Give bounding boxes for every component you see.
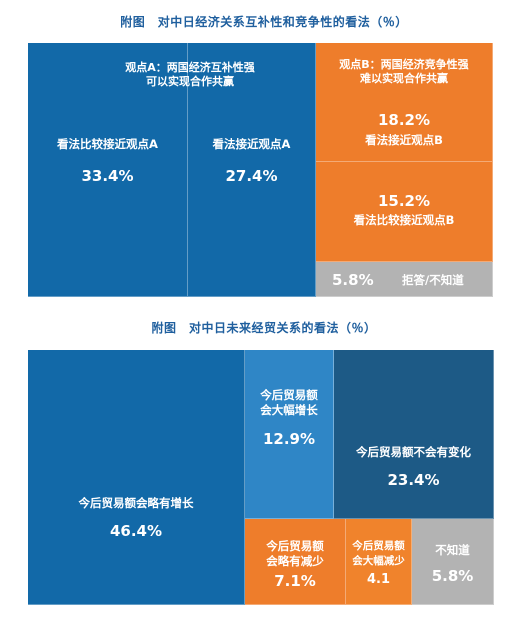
tile-label-block: 今后贸易额 会大幅减少: [346, 539, 411, 569]
tile-no-change: 今后贸易额不会有变化 23.4%: [334, 350, 494, 519]
tile-value: 12.9%: [262, 430, 316, 448]
tile-refused: 5.8% 拒答/不知道: [316, 262, 493, 297]
tile-value: 7.1%: [274, 572, 316, 590]
tile-label: 看法比较接近观点A: [57, 137, 158, 151]
tile-slight-decrease: 今后贸易额 会略有减少 7.1%: [245, 519, 346, 605]
tile-label: 今后贸易额会略有增长: [78, 496, 194, 510]
tile-value: 5.8%: [431, 567, 474, 585]
tile-label-line: 今后贸易额: [266, 539, 324, 553]
tile-agree-a-somewhat: 看法比较接近观点A 33.4%: [28, 43, 188, 297]
tile-unknown: 不知道 5.8%: [412, 519, 494, 605]
tile-value: 23.4%: [387, 471, 440, 489]
note-line: 可以实现合作共赢: [146, 75, 234, 88]
tile-label: 看法比较接近观点B: [353, 213, 455, 227]
tile-label-block: 今后贸易额 会略有减少: [245, 539, 345, 569]
tile-value: 33.4%: [81, 167, 134, 185]
tile-label-block: 今后贸易额 会大幅增长: [245, 388, 333, 418]
note-line: 难以实现合作共赢: [360, 72, 448, 85]
tile-value: 18.2%: [377, 111, 431, 129]
note-line: 观点B：两国经济竞争性强: [339, 58, 469, 71]
tile-value: 4.1: [366, 572, 391, 587]
tile-label: 看法接近观点A: [212, 137, 291, 151]
tile-label: 不知道: [435, 543, 470, 557]
tile-label: 拒答/不知道: [402, 273, 464, 287]
tile-label-line: 会大幅增长: [260, 403, 318, 417]
tile-agree-b-somewhat: 15.2% 看法比较接近观点B: [316, 162, 493, 262]
tile-value: 27.4%: [225, 167, 278, 185]
note-line: 观点A：两国经济互补性强: [125, 61, 255, 74]
tile-value: 46.4%: [109, 522, 163, 540]
tile-large-increase: 今后贸易额 会大幅增长 12.9%: [245, 350, 334, 519]
chart1-title: 附图 对中日经济关系互补性和竞争性的看法（％）: [120, 15, 408, 29]
tile-agree-b: 观点B：两国经济竞争性强 难以实现合作共赢 18.2% 看法接近观点B: [316, 43, 493, 162]
tile-large-decrease: 今后贸易额 会大幅减少 4.1: [346, 519, 412, 605]
viewpoint-a-note: 观点A：两国经济互补性强 可以实现合作共赢: [110, 61, 270, 89]
chart2-title: 附图 对中日未来经贸关系的看法（％）: [151, 321, 377, 335]
tile-slight-increase: 今后贸易额会略有增长 46.4%: [28, 350, 245, 605]
tile-label-line: 今后贸易额: [260, 388, 318, 402]
tile-label-line: 会大幅减少: [352, 555, 405, 567]
viewpoint-b-note: 观点B：两国经济竞争性强 难以实现合作共赢: [316, 58, 492, 86]
tile-agree-a: 看法接近观点A 27.4%: [188, 43, 316, 297]
tile-label: 今后贸易额不会有变化: [356, 445, 471, 459]
tile-label-line: 会略有减少: [266, 554, 324, 568]
tile-label: 看法接近观点B: [365, 133, 443, 147]
tile-label-line: 今后贸易额: [352, 540, 405, 552]
tile-value: 5.8%: [332, 271, 374, 289]
tile-value: 15.2%: [377, 192, 431, 210]
